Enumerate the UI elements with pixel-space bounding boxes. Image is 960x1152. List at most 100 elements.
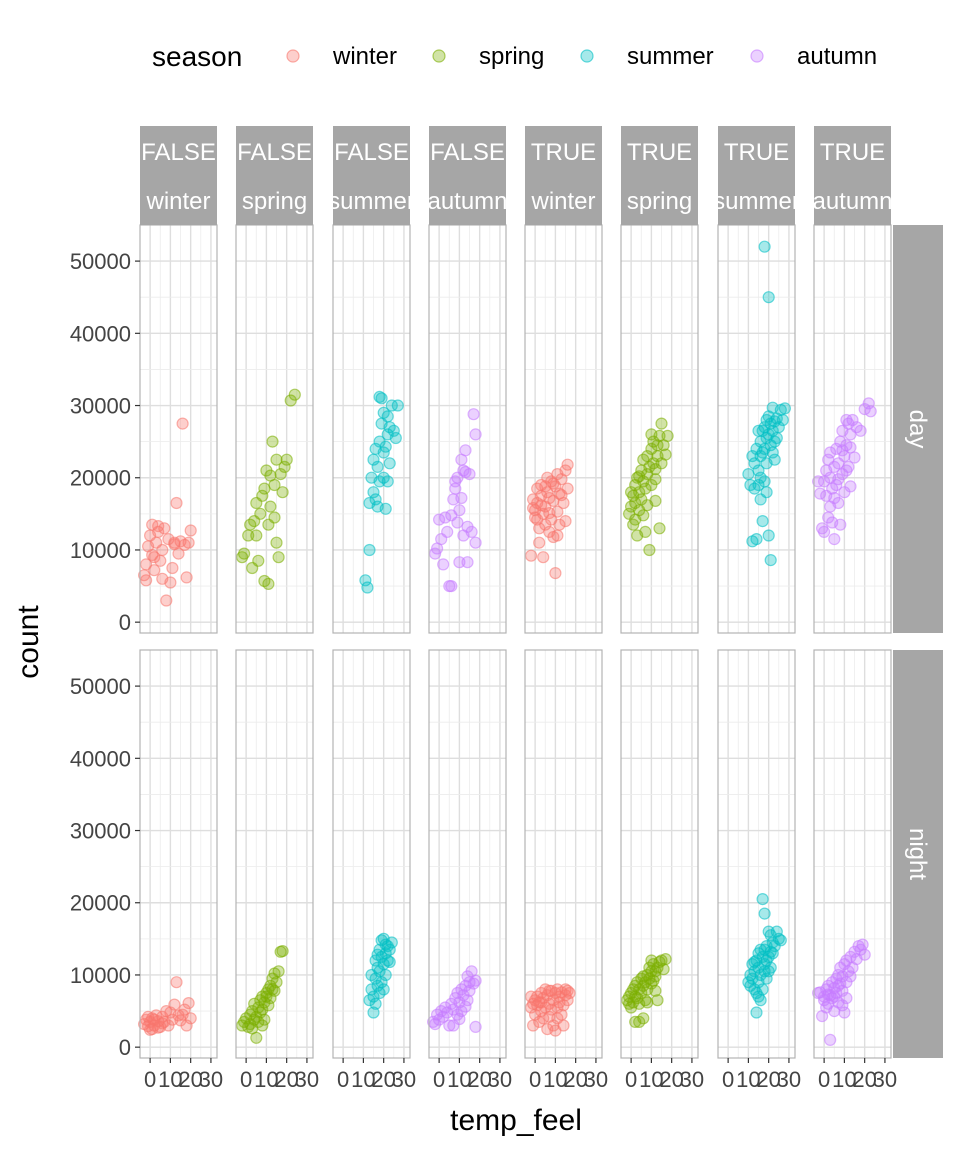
- data-point: [629, 496, 642, 510]
- panel-background: [333, 225, 410, 633]
- data-point: [369, 997, 382, 1010]
- panel-day-0: [138, 224, 218, 634]
- col-strip-5: TRUE spring: [621, 126, 698, 225]
- data-point: [256, 1019, 269, 1032]
- x-tick-label: 30: [392, 1067, 416, 1092]
- data-point: [381, 410, 394, 423]
- panel-night-4: [524, 649, 603, 1059]
- data-point: [555, 489, 568, 502]
- data-point: [441, 525, 454, 539]
- data-point: [379, 502, 392, 515]
- data-point: [170, 496, 183, 510]
- x-tick-label: 30: [295, 1067, 319, 1092]
- data-point: [641, 499, 654, 512]
- x-tick-label: 30: [680, 1067, 704, 1092]
- data-point: [633, 470, 646, 483]
- data-point: [387, 424, 400, 437]
- data-point: [272, 551, 285, 564]
- data-point: [445, 579, 458, 593]
- data-point: [238, 547, 251, 560]
- col-strip-2: FALSE summer: [328, 126, 415, 225]
- data-point: [377, 983, 390, 996]
- x-tick-label: 20: [178, 1067, 202, 1092]
- panel-background: [236, 225, 313, 633]
- data-point: [443, 1019, 456, 1032]
- data-point: [524, 549, 538, 562]
- y-tick-label: 10000: [70, 538, 131, 563]
- data-point: [467, 408, 480, 421]
- legend-key-autumn: [750, 49, 764, 63]
- panel-background: [718, 225, 795, 633]
- data-point: [254, 507, 267, 520]
- data-point: [752, 478, 765, 492]
- data-point: [834, 518, 847, 531]
- legend-label-winter: winter: [332, 43, 397, 70]
- data-point: [180, 571, 193, 584]
- data-point: [756, 892, 769, 906]
- data-point: [641, 996, 654, 1009]
- data-point: [649, 970, 662, 983]
- data-point: [270, 453, 283, 466]
- data-point: [742, 468, 755, 481]
- data-point: [824, 1033, 837, 1047]
- strip-label-top: TRUE: [820, 139, 885, 166]
- data-point: [453, 1012, 466, 1026]
- col-strip-3: FALSE autumn: [429, 126, 506, 225]
- data-point: [824, 446, 837, 459]
- y-tick-label: 30000: [70, 819, 131, 844]
- panel-day-7: [811, 224, 892, 634]
- data-point: [437, 558, 450, 571]
- strip-label-bottom: winter: [530, 188, 595, 215]
- data-point: [836, 984, 849, 997]
- x-tick-label: 10: [639, 1067, 663, 1092]
- panel-background: [333, 650, 410, 1058]
- data-point: [168, 998, 181, 1011]
- data-point: [266, 435, 279, 448]
- data-point: [633, 486, 646, 499]
- data-point: [369, 493, 382, 506]
- strip-label-bottom: spring: [242, 188, 307, 215]
- strip-label-bottom: summer: [328, 188, 415, 215]
- y-tick-label: 0: [119, 610, 131, 635]
- strip-background: [814, 126, 891, 225]
- data-point: [359, 574, 372, 587]
- strip-label-top: FALSE: [334, 139, 409, 166]
- data-point: [184, 1012, 197, 1025]
- x-tick-label: 0: [722, 1067, 734, 1092]
- x-tick-label: 10: [158, 1067, 182, 1092]
- strip-label-bottom: winter: [145, 188, 210, 215]
- y-tick-label: 10000: [70, 963, 131, 988]
- data-point: [168, 536, 181, 549]
- strip-background: [893, 650, 943, 1058]
- panel-border: [717, 649, 796, 1059]
- panel-border: [620, 649, 699, 1059]
- data-point: [750, 532, 763, 546]
- panel-background: [814, 650, 891, 1058]
- data-point: [649, 473, 662, 486]
- x-tick-label: 0: [433, 1067, 445, 1092]
- data-point: [858, 948, 871, 961]
- strip-background: [621, 126, 698, 225]
- data-point: [459, 444, 472, 457]
- data-point: [832, 473, 845, 486]
- data-point: [848, 451, 861, 464]
- data-point: [367, 486, 380, 499]
- data-point: [288, 388, 301, 401]
- data-point: [459, 1000, 472, 1013]
- y-tick-label: 50000: [70, 674, 131, 699]
- data-point: [156, 1017, 169, 1030]
- x-tick-label: 0: [240, 1067, 252, 1092]
- strip-label-bottom: spring: [627, 188, 692, 215]
- col-strip-4: TRUE winter: [525, 126, 602, 225]
- panel-day-2: [332, 224, 411, 634]
- data-point: [762, 965, 775, 978]
- y-tick-label: 50000: [70, 249, 131, 274]
- data-point: [547, 477, 560, 490]
- legend-label-spring: spring: [479, 43, 544, 70]
- strip-background: [333, 126, 410, 225]
- data-point: [778, 402, 792, 415]
- data-point: [533, 536, 546, 549]
- data-point: [465, 525, 478, 539]
- data-point: [461, 556, 474, 569]
- data-point: [258, 482, 271, 495]
